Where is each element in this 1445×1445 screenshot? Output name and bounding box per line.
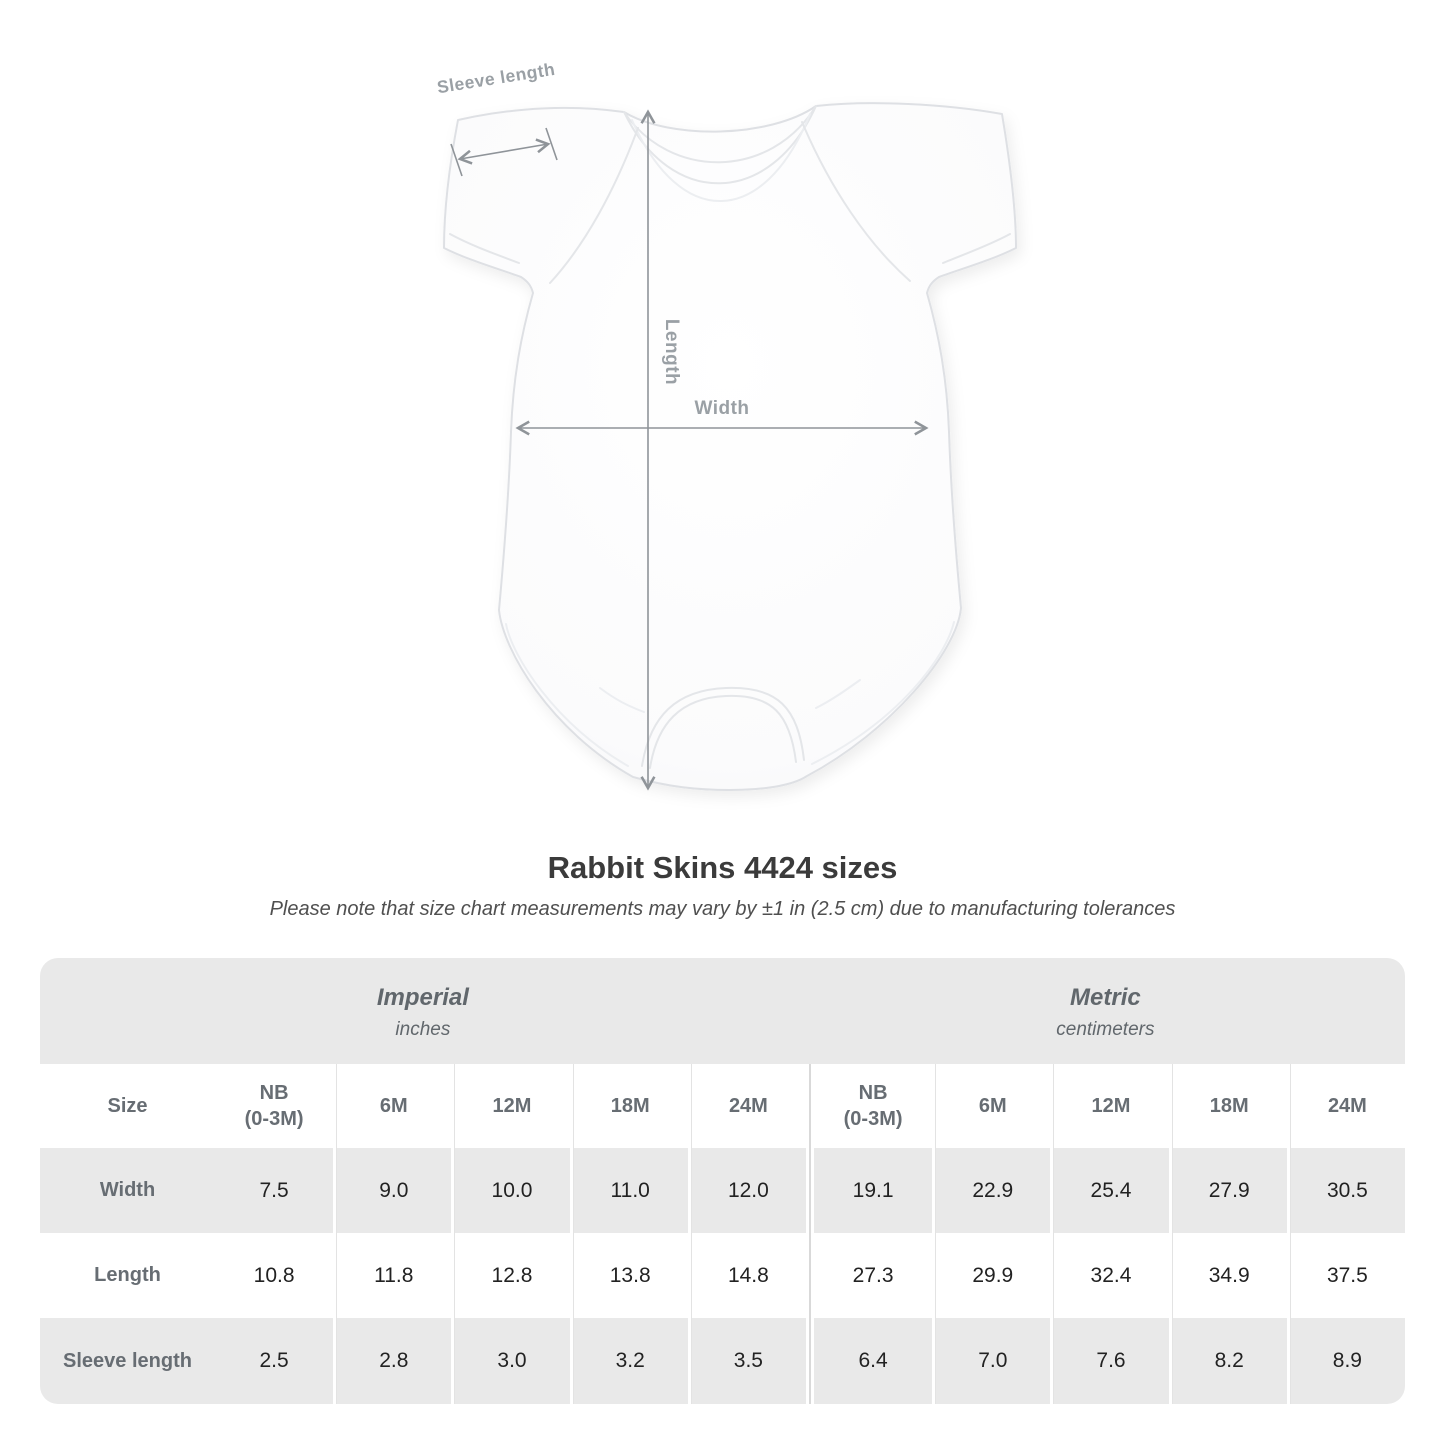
value-cell: 11.8 <box>333 1233 452 1318</box>
value-cell: 9.0 <box>333 1148 452 1233</box>
column-header: 24M <box>1286 1064 1405 1148</box>
value-cell: 27.3 <box>813 1233 933 1318</box>
column-header: 18M <box>569 1064 688 1148</box>
sleeve-length-arrow <box>457 138 551 165</box>
column-header: 12M <box>451 1064 570 1148</box>
bodysuit-diagram: Sleeve length Length Width <box>436 59 1017 791</box>
column-header: NB (0-3M) <box>813 1064 933 1148</box>
row-label: Width <box>40 1148 215 1233</box>
value-cell: 30.5 <box>1286 1148 1405 1233</box>
value-cell: 7.5 <box>215 1148 334 1233</box>
sleeve-arrow-tick-right <box>545 127 558 161</box>
size-table: Imperial inches Metric centimeters Size N… <box>40 958 1405 1404</box>
column-header: 24M <box>687 1064 806 1148</box>
column-header: 6M <box>932 1064 1051 1148</box>
infant-bodysuit-illustration <box>443 102 1017 791</box>
group-divider <box>805 1233 814 1318</box>
unit-group-header: Imperial inches Metric centimeters <box>40 958 1405 1064</box>
group-divider <box>805 1064 814 1148</box>
value-cell: 10.8 <box>215 1233 334 1318</box>
page-subtitle: Please note that size chart measurements… <box>269 898 1176 920</box>
value-cell: 11.0 <box>569 1148 688 1233</box>
value-cell: 8.2 <box>1168 1318 1287 1404</box>
value-cell: 13.8 <box>569 1233 688 1318</box>
value-cell: 14.8 <box>687 1233 806 1318</box>
value-cell: 32.4 <box>1050 1233 1169 1318</box>
value-cell: 2.8 <box>333 1318 452 1404</box>
size-grid: Size NB (0-3M) 6M 12M 18M 24M NB (0-3M) 6M 12M 18… <box>40 1064 1405 1404</box>
column-header: 18M <box>1168 1064 1287 1148</box>
sleeve-arrow-tick-left <box>450 143 463 177</box>
imperial-group: Imperial inches <box>40 958 806 1064</box>
row-label: Sleeve length <box>40 1318 215 1404</box>
value-cell: 7.6 <box>1050 1318 1169 1404</box>
group-divider <box>805 1318 814 1404</box>
value-cell: 25.4 <box>1050 1148 1169 1233</box>
value-cell: 10.0 <box>451 1148 570 1233</box>
value-cell: 12.0 <box>687 1148 806 1233</box>
column-header: 12M <box>1050 1064 1169 1148</box>
value-cell: 19.1 <box>813 1148 933 1233</box>
width-label: Width <box>694 398 749 419</box>
column-header: NB (0-3M) <box>215 1064 334 1148</box>
metric-group: Metric centimeters <box>806 958 1405 1064</box>
imperial-unit: inches <box>395 1018 451 1040</box>
column-header-size: Size <box>40 1064 215 1148</box>
value-cell: 22.9 <box>932 1148 1051 1233</box>
row-label: Length <box>40 1233 215 1318</box>
value-cell: 3.5 <box>687 1318 806 1404</box>
value-cell: 34.9 <box>1168 1233 1287 1318</box>
metric-unit: centimeters <box>1056 1018 1155 1040</box>
value-cell: 37.5 <box>1286 1233 1405 1318</box>
group-divider <box>805 1148 814 1233</box>
metric-label: Metric <box>1070 983 1141 1011</box>
page-title: Rabbit Skins 4424 sizes <box>547 850 898 885</box>
bodysuit-silhouette <box>443 102 1017 791</box>
value-cell: 7.0 <box>932 1318 1051 1404</box>
value-cell: 3.0 <box>451 1318 570 1404</box>
value-cell: 3.2 <box>569 1318 688 1404</box>
value-cell: 2.5 <box>215 1318 334 1404</box>
value-cell: 12.8 <box>451 1233 570 1318</box>
length-label: Length <box>661 319 682 385</box>
value-cell: 29.9 <box>932 1233 1051 1318</box>
sleeve-length-label: Sleeve length <box>436 59 557 97</box>
column-header: 6M <box>333 1064 452 1148</box>
value-cell: 27.9 <box>1168 1148 1287 1233</box>
measurement-arrows <box>450 109 929 791</box>
imperial-label: Imperial <box>376 983 469 1011</box>
value-cell: 6.4 <box>813 1318 933 1404</box>
value-cell: 8.9 <box>1286 1318 1405 1404</box>
